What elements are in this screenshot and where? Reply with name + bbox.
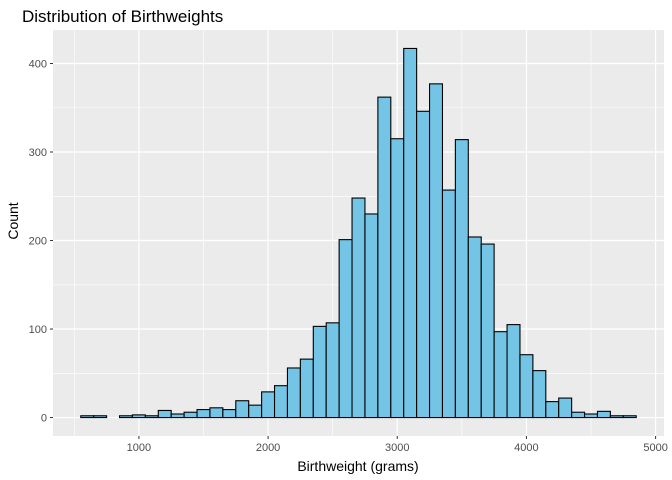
histogram-bar [248, 404, 263, 419]
histogram-bar [622, 415, 637, 419]
histogram-bar [480, 243, 495, 419]
histogram-bar [131, 414, 146, 419]
x-axis: 1000 2000 3000 4000 5000 [127, 436, 668, 454]
histogram-bar [428, 83, 444, 419]
histogram-bar [80, 415, 95, 419]
histogram-bar [338, 239, 353, 419]
y-axis-title: Count [5, 202, 21, 239]
histogram-bars [80, 47, 637, 419]
histogram-bar [390, 138, 405, 419]
histogram-bar [609, 415, 624, 419]
histogram-bar [196, 409, 211, 419]
x-tick-label: 5000 [643, 442, 667, 454]
histogram-bar [493, 331, 508, 419]
histogram-bar [209, 407, 224, 419]
histogram-bar [144, 415, 159, 419]
x-tick-label: 3000 [385, 442, 409, 454]
histogram-bar [377, 96, 392, 419]
histogram-bar [235, 400, 250, 419]
histogram-bar [532, 370, 547, 419]
histogram-bar [118, 415, 133, 419]
y-tick-label: 100 [29, 324, 47, 336]
x-tick-label: 2000 [256, 442, 280, 454]
histogram-bar [467, 236, 482, 419]
histogram-bar [584, 413, 599, 419]
x-tick-label: 1000 [127, 442, 151, 454]
histogram-bar [183, 411, 198, 419]
histogram-bar [351, 197, 366, 419]
y-tick-label: 300 [29, 147, 47, 159]
histogram-bar [364, 213, 379, 419]
histogram-bar [545, 401, 560, 419]
histogram-bar [571, 411, 586, 419]
chart-title: Distribution of Birthweights [22, 7, 223, 26]
histogram-bar [93, 415, 108, 419]
x-axis-title: Birthweight (grams) [297, 458, 418, 474]
histogram-bar [519, 354, 534, 419]
histogram-bar [454, 139, 469, 419]
histogram-bar [312, 325, 327, 419]
y-tick-label: 400 [29, 59, 47, 71]
y-axis: 0 100 200 300 400 [29, 59, 53, 425]
histogram-bar [416, 110, 431, 419]
histogram-bar [299, 358, 314, 419]
x-tick-label: 4000 [514, 442, 538, 454]
histogram-bar [273, 385, 289, 419]
histogram-bar [170, 413, 185, 419]
histogram-bar [157, 409, 172, 419]
histogram-bar [558, 397, 573, 419]
histogram-bar [222, 409, 237, 419]
histogram-bar [403, 47, 418, 419]
histogram-bar [325, 322, 340, 419]
y-tick-label: 200 [29, 236, 47, 248]
histogram-bar [596, 410, 611, 419]
histogram-bar [261, 391, 276, 419]
histogram-bar [441, 189, 456, 419]
y-tick-label: 0 [41, 413, 47, 425]
histogram-bar [286, 367, 301, 419]
histogram-bar [506, 324, 521, 419]
